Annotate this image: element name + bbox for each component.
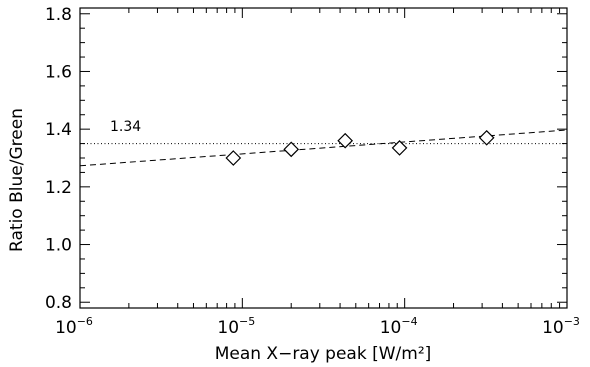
y-axis-title: Ratio Blue/Green (7, 108, 27, 252)
y-tick-label: 1.8 (45, 5, 72, 25)
data-point (478, 129, 495, 146)
x-tick-label-exponent: −5 (239, 315, 255, 328)
y-tick-label: 1.6 (45, 62, 72, 82)
fit-line (79, 129, 568, 167)
data-point (283, 141, 300, 158)
data-point (391, 140, 408, 156)
x-tick-label-exponent: −4 (401, 315, 417, 328)
axes: 10−6 10−5 10−4 10−30.81.01.21.41.61.8 (45, 5, 580, 338)
data-point (225, 150, 242, 166)
x-tick-label-base: 10 (380, 318, 402, 338)
x-tick-label-base: 10 (55, 318, 77, 338)
y-tick-label: 1.2 (45, 178, 72, 198)
x-tick-label: 10−6 (55, 315, 93, 338)
y-tick-label: 1.4 (45, 120, 72, 140)
x-tick-label-base: 10 (542, 318, 564, 338)
reference-line-label: 1.34 (110, 119, 141, 135)
x-tick-label: 10−3 (542, 315, 580, 338)
y-tick-label: 0.8 (45, 293, 72, 313)
plot-frame (79, 7, 568, 309)
x-tick-label: 10−5 (217, 315, 255, 338)
y-tick-label: 1.0 (45, 236, 72, 256)
x-tick-label-exponent: −6 (77, 315, 93, 328)
x-tick-label-exponent: −3 (564, 315, 580, 328)
x-tick-label-base: 10 (217, 318, 239, 338)
x-tick-label: 10−4 (380, 315, 418, 338)
x-axis-title: Mean X−ray peak [W/m²] (215, 344, 432, 364)
data-point (337, 132, 354, 149)
plot-area (79, 129, 568, 167)
